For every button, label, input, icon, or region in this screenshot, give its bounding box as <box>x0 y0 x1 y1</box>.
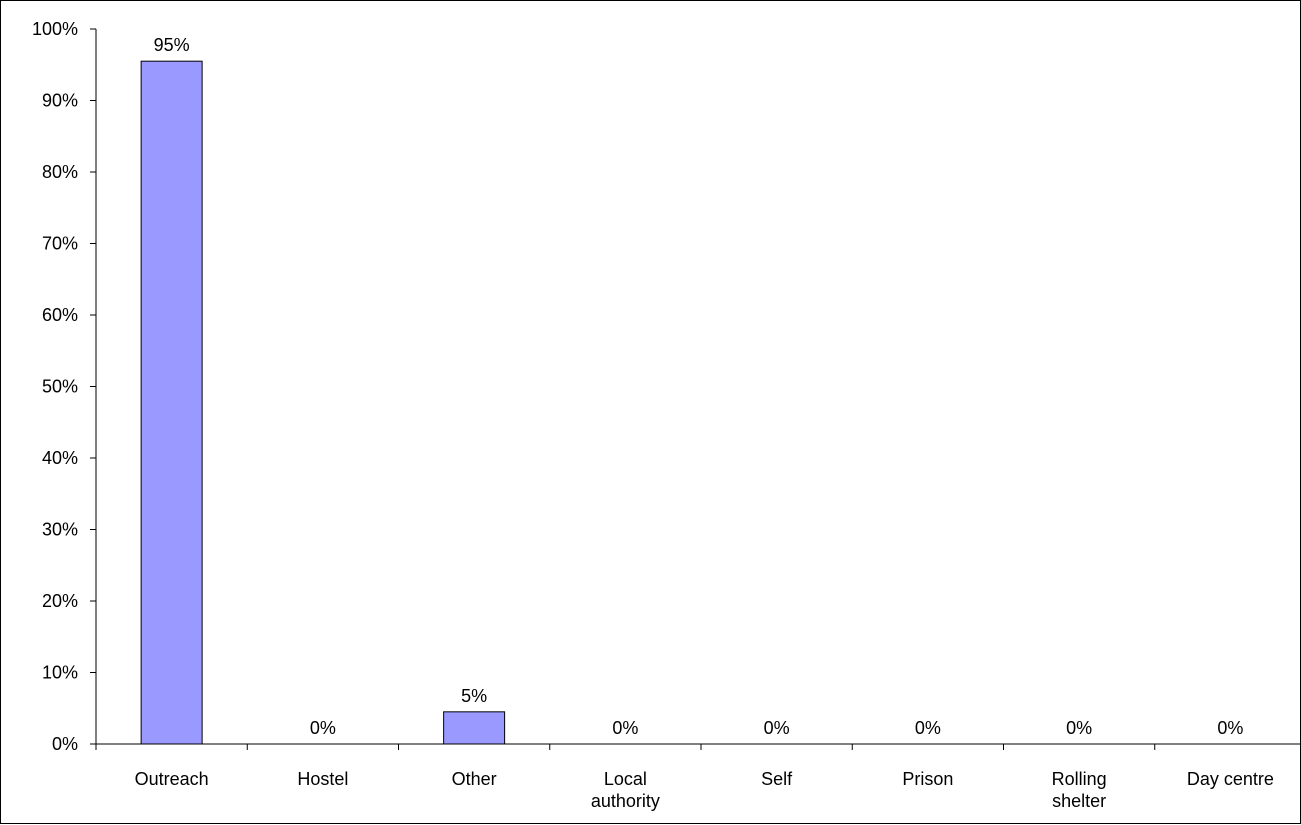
data-label: 5% <box>461 686 487 706</box>
data-label: 0% <box>310 718 336 738</box>
y-tick-label: 80% <box>42 162 78 182</box>
y-tick-label: 40% <box>42 448 78 468</box>
x-category-label: Day centre <box>1187 769 1274 789</box>
data-label: 0% <box>915 718 941 738</box>
labels: 0% 10% 20% 30% 40% 50% 60% 70% 80% 90% 100% 95% Outr… <box>32 19 1274 811</box>
bar <box>140 60 203 745</box>
y-tick-label: 30% <box>42 520 78 540</box>
x-category-label: Other <box>452 769 497 789</box>
data-label: 95% <box>154 35 190 55</box>
x-category-label: Prison <box>902 769 953 789</box>
data-label: 0% <box>612 718 638 738</box>
y-tick-label: 10% <box>42 663 78 683</box>
x-category-label: Self <box>761 769 793 789</box>
y-tick-label: 70% <box>42 234 78 254</box>
x-category-label: Rolling shelter <box>1052 769 1107 811</box>
y-tick-label: 60% <box>42 305 78 325</box>
bar <box>443 711 506 745</box>
data-label: 0% <box>1217 718 1243 738</box>
y-tick-label: 50% <box>42 377 78 397</box>
y-tick-label: 90% <box>42 91 78 111</box>
bars <box>140 60 506 745</box>
axes <box>90 28 1301 750</box>
y-tick-label: 0% <box>52 734 78 754</box>
data-label: 0% <box>1066 718 1092 738</box>
x-category-label: Hostel <box>297 769 348 789</box>
data-label: 0% <box>764 718 790 738</box>
y-tick-label: 20% <box>42 591 78 611</box>
x-category-label: Outreach <box>135 769 209 789</box>
y-tick-label: 100% <box>32 19 78 39</box>
x-category-label: Local authority <box>591 769 660 811</box>
